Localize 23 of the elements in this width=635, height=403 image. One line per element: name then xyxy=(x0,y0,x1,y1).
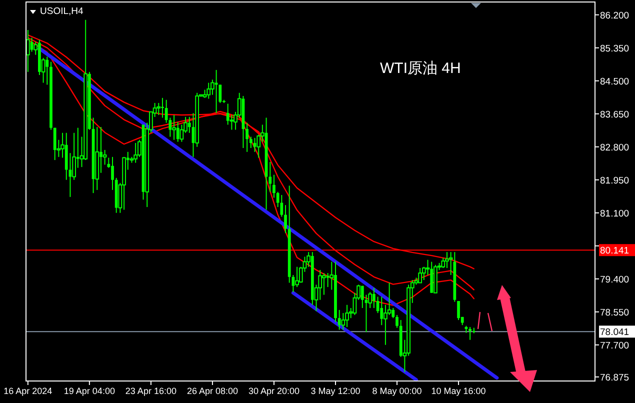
y-tick-label: 83.650 xyxy=(600,109,630,120)
ref-line-label: 80.141 xyxy=(600,246,630,257)
annotation: WTI原油 4H xyxy=(380,60,461,77)
y-tick-label: 79.400 xyxy=(600,274,630,286)
y-tick-label: 84.500 xyxy=(600,76,630,88)
y-tick-label: 82.800 xyxy=(600,142,630,154)
x-tick-label: 19 Apr 04:00 xyxy=(64,386,115,396)
y-tick-label: 77.700 xyxy=(600,340,630,352)
x-tick-label: 16 Apr 2024 xyxy=(4,386,52,396)
y-tick-label: 86.200 xyxy=(600,10,630,22)
x-tick-label: 26 Apr 08:00 xyxy=(186,386,238,396)
x-tick-label: 10 May 16:00 xyxy=(431,386,486,396)
ref-line-label: 78.041 xyxy=(600,327,630,338)
y-tick-label: 81.950 xyxy=(600,175,630,186)
y-tick-label: 78.550 xyxy=(600,307,630,318)
x-tick-label: 23 Apr 16:00 xyxy=(125,386,176,396)
y-tick-label: 85.350 xyxy=(600,43,630,54)
y-tick-label: 81.100 xyxy=(600,208,630,220)
x-tick-label: 30 Apr 20:00 xyxy=(248,386,300,396)
y-tick-label: 76.875 xyxy=(600,372,630,384)
text: USOIL,H4 xyxy=(40,6,84,17)
x-tick-label: 8 May 00:00 xyxy=(372,386,422,396)
x-tick-label: 3 May 12:00 xyxy=(310,386,360,396)
